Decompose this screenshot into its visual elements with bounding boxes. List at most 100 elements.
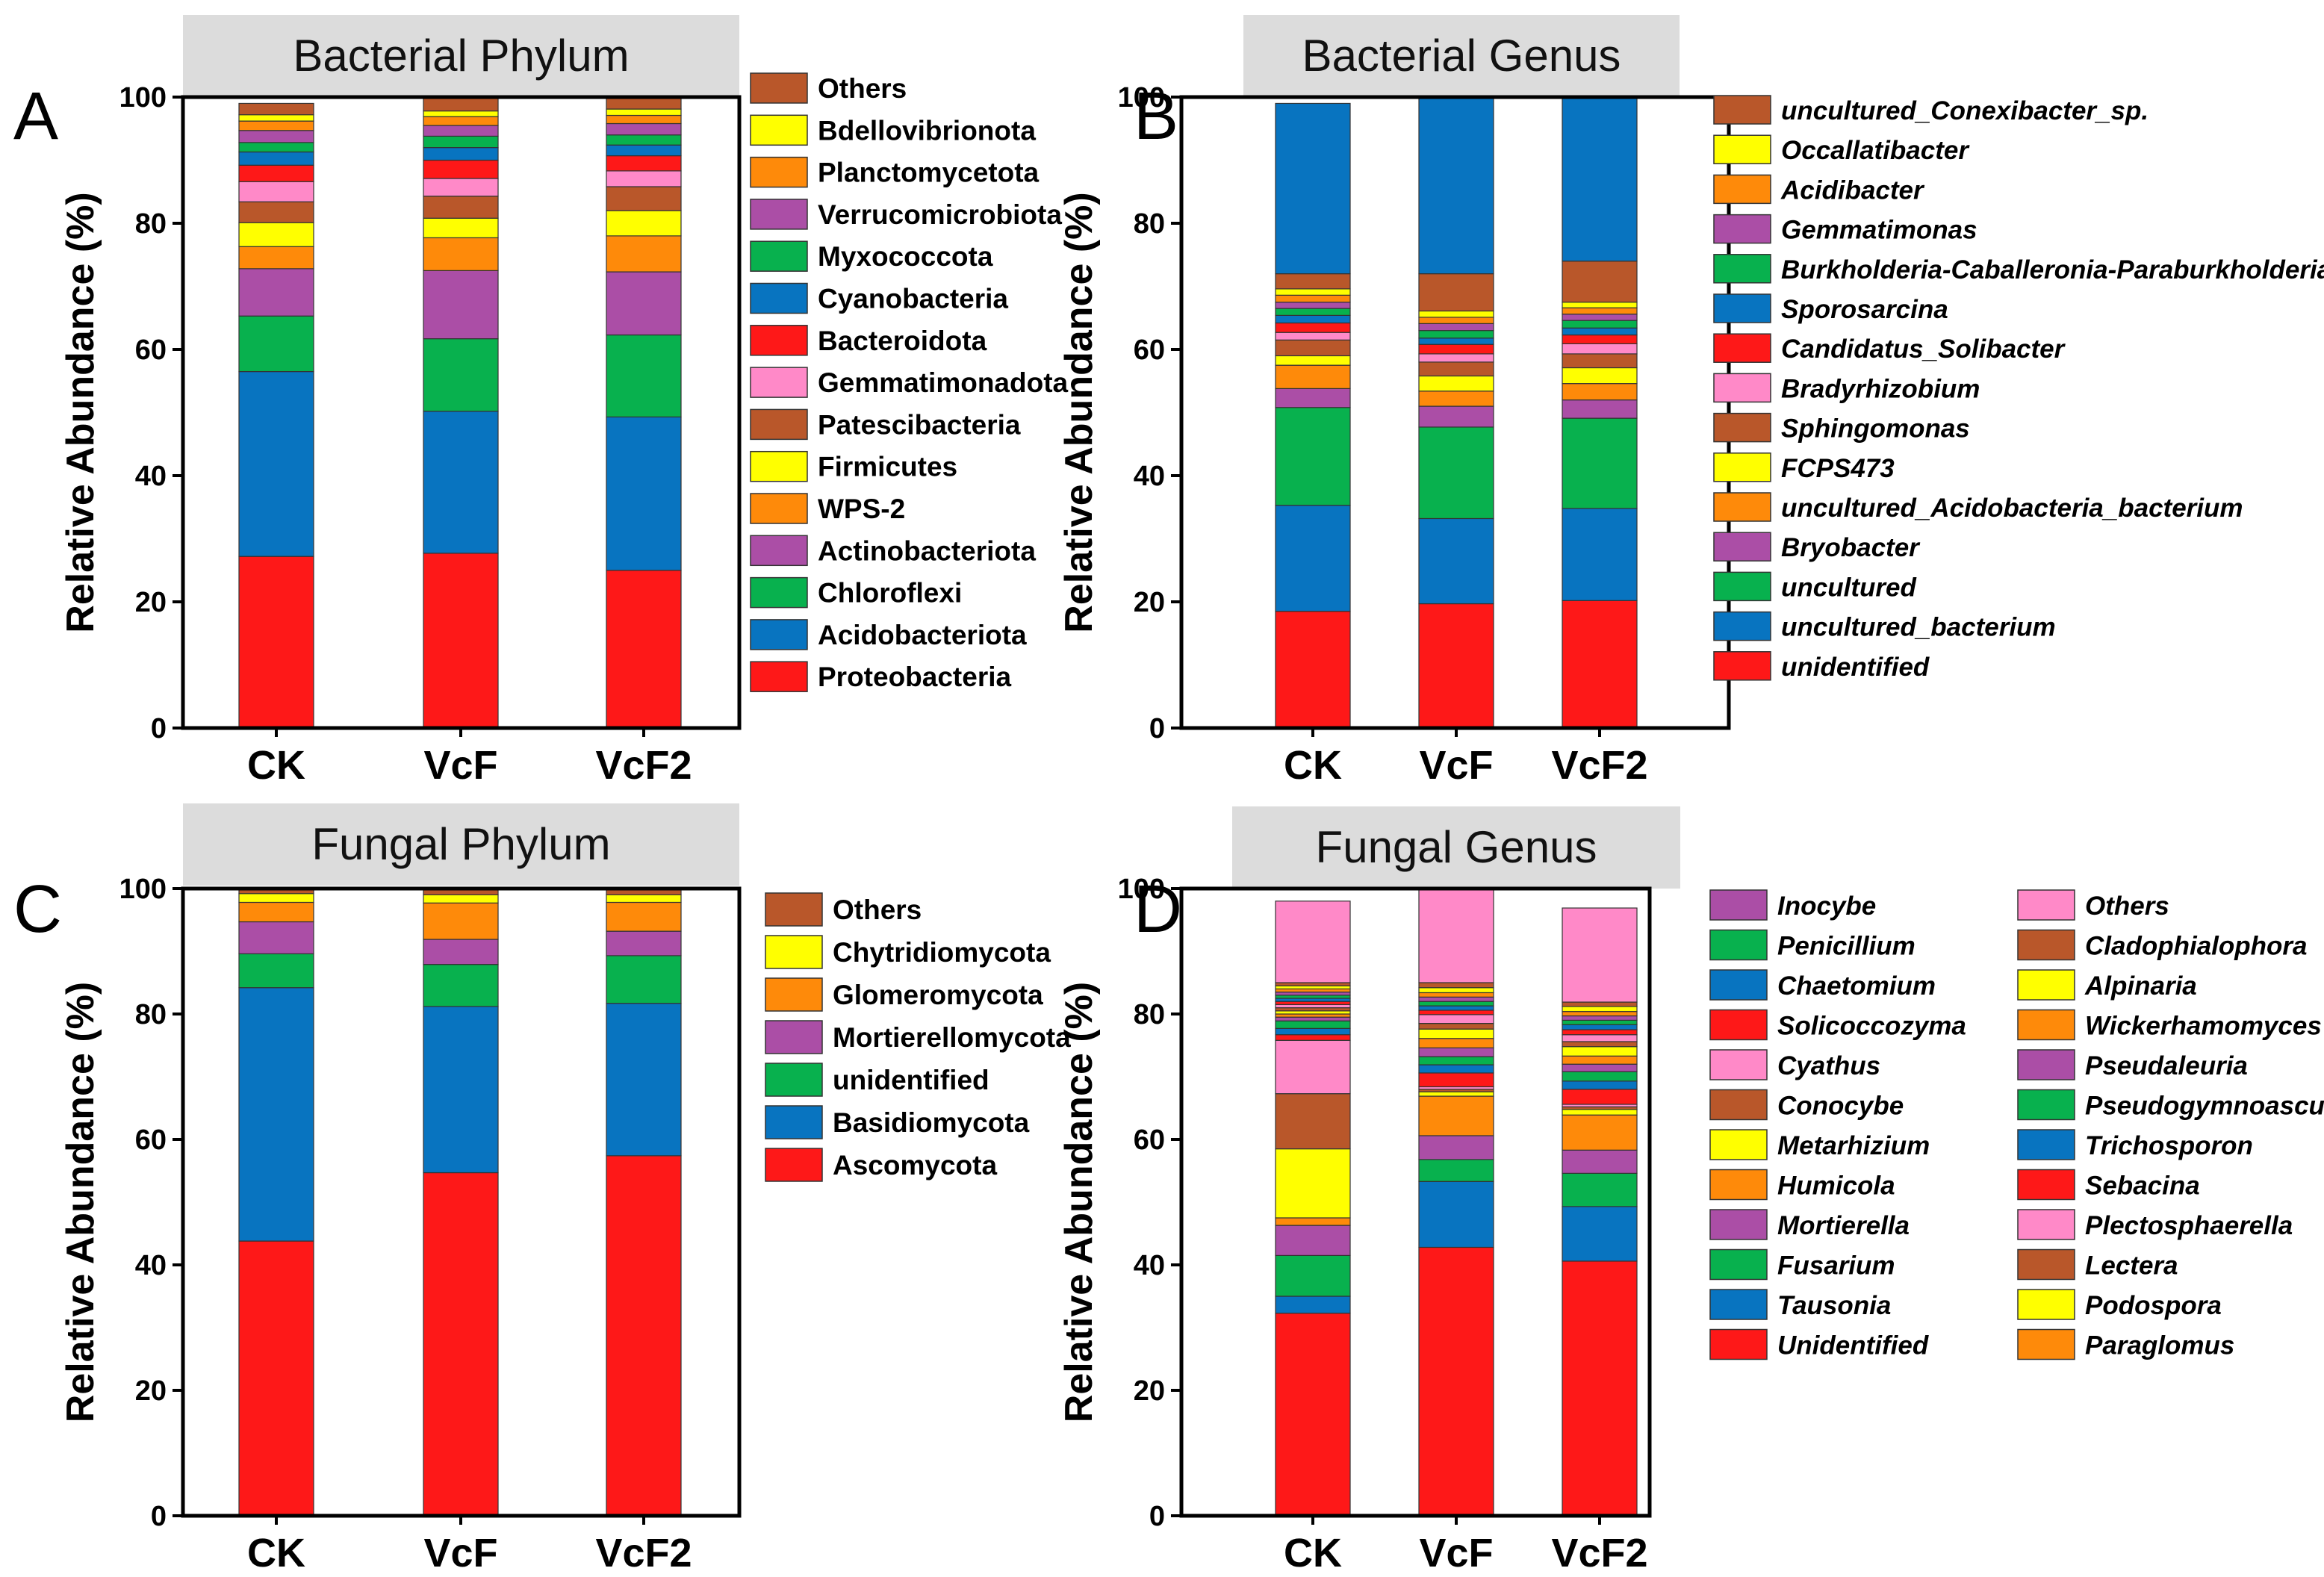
- legend-label: Metarhizium: [1777, 1131, 1930, 1160]
- bar-segment: [1275, 1093, 1351, 1150]
- legend-label: Burkholderia-Caballeronia-Paraburkholder…: [1781, 255, 2324, 284]
- legend-label: uncultured_Acidobacteria_bacterium: [1781, 494, 2243, 523]
- bar-segment: [1562, 343, 1638, 355]
- bar-segment: [1418, 375, 1494, 392]
- legend-swatch: [1713, 333, 1771, 363]
- bar-segment: [606, 894, 682, 903]
- bar-segment: [606, 114, 682, 125]
- legend-label: Wickerhamomyces: [2085, 1012, 2322, 1041]
- x-tick-label: VcF2: [1551, 1531, 1647, 1576]
- legend-label: Pseudaleuria: [2085, 1051, 2248, 1080]
- bar-segment: [1275, 364, 1351, 389]
- legend-label: Others: [833, 895, 922, 925]
- bar-segment: [423, 553, 499, 729]
- y-axis-label: Relative Abundance (%): [59, 192, 102, 632]
- bar-segment: [1562, 508, 1638, 601]
- bar-segment: [238, 370, 314, 557]
- legend-swatch: [2017, 889, 2075, 921]
- bar-segment: [606, 416, 682, 571]
- legend-label: unidentified: [1781, 653, 1930, 682]
- bar-segment: [423, 135, 499, 149]
- bar-segment: [606, 334, 682, 418]
- y-tick-label: 100: [119, 874, 167, 905]
- bar-segment: [1562, 1024, 1638, 1030]
- bar-segment: [1418, 1095, 1494, 1136]
- legend-label: Sebacina: [2085, 1172, 2200, 1201]
- panel-title: Bacterial Phylum: [293, 31, 629, 81]
- bar-segment: [606, 570, 682, 729]
- legend-swatch: [750, 619, 808, 650]
- bar-segment: [1275, 407, 1351, 506]
- bar-segment: [1418, 987, 1494, 994]
- bar-segment: [1275, 388, 1351, 408]
- bar-segment: [238, 1240, 314, 1517]
- x-tick-label: VcF: [1419, 743, 1493, 788]
- legend-swatch: [2017, 1129, 2075, 1160]
- legend-swatch: [765, 1148, 823, 1182]
- bar-segment: [1562, 1034, 1638, 1042]
- legend: Others Chytridiomycota Glomeromycota Mortie…: [765, 892, 1071, 1182]
- legend-swatch: [2017, 1289, 2075, 1320]
- bar-segment: [423, 1172, 499, 1517]
- y-tick-label: 40: [1134, 461, 1165, 492]
- bar-segment: [606, 170, 682, 187]
- bar-segment: [1562, 399, 1638, 419]
- bar-segment: [1275, 288, 1351, 296]
- x-tick-label: CK: [247, 743, 305, 788]
- bar-segment: [1562, 1055, 1638, 1065]
- x-tick-label: CK: [1284, 743, 1342, 788]
- bar-segment: [1418, 982, 1494, 989]
- legend-swatch: [2017, 1169, 2075, 1201]
- bar-segment: [1562, 1029, 1638, 1036]
- bar-segment: [423, 196, 499, 219]
- bar-segment: [1275, 985, 1351, 989]
- bar-segment: [1275, 1027, 1351, 1036]
- x-tick-label: VcF2: [595, 743, 692, 788]
- legend-swatch: [1713, 571, 1771, 602]
- bar-segment: [1562, 302, 1638, 308]
- legend-swatch: [1713, 293, 1771, 323]
- bar-segment: [1275, 982, 1351, 986]
- bar-segment: [1275, 1013, 1351, 1018]
- legend-label: Cladophialophora: [2085, 932, 2308, 961]
- panel-letter: C: [13, 872, 62, 947]
- bar-segment: [1418, 1014, 1494, 1024]
- bar-segment: [423, 411, 499, 554]
- bar-segment: [238, 953, 314, 989]
- bar-segment: [1275, 1148, 1351, 1219]
- y-tick-label: 20: [1134, 1375, 1165, 1407]
- bar-segment: [423, 125, 499, 137]
- bar-segment: [1418, 353, 1494, 363]
- bar-segment: [1418, 992, 1494, 998]
- legend-label: Planctomycetota: [818, 158, 1040, 188]
- legend-label: Acidobacteriota: [818, 620, 1027, 650]
- bar-segment: [1418, 1047, 1494, 1057]
- bar-segment: [1275, 1039, 1351, 1095]
- x-tick-label: VcF2: [1551, 743, 1647, 788]
- legend-swatch: [750, 408, 808, 441]
- legend-swatch: [750, 72, 808, 104]
- legend-swatch: [1709, 1049, 1768, 1080]
- bar-segment: [1562, 1001, 1638, 1007]
- bar-segment: [606, 955, 682, 1004]
- legend-label: Myxococcota: [818, 241, 993, 272]
- bar-segment: [606, 210, 682, 237]
- legend-swatch: [1713, 174, 1771, 205]
- legend-swatch: [750, 535, 808, 567]
- bar-segment: [1562, 600, 1638, 729]
- bar-segment: [1418, 96, 1494, 275]
- y-tick-label: 20: [1134, 587, 1165, 618]
- legend-label: Fusarium: [1777, 1251, 1895, 1281]
- legend-label: unidentified: [833, 1065, 989, 1095]
- y-tick-label: 0: [1149, 713, 1165, 744]
- bar-segment: [1562, 1046, 1638, 1057]
- bar-segment: [238, 102, 314, 116]
- bar-segment: [238, 246, 314, 270]
- y-tick-label: 20: [135, 587, 167, 618]
- bar-segment: [1418, 1159, 1494, 1182]
- bar-segment: [423, 338, 499, 412]
- legend-label: Verrucomicrobiota: [818, 199, 1062, 230]
- bar-segment: [1275, 322, 1351, 333]
- legend-swatch: [1713, 611, 1771, 641]
